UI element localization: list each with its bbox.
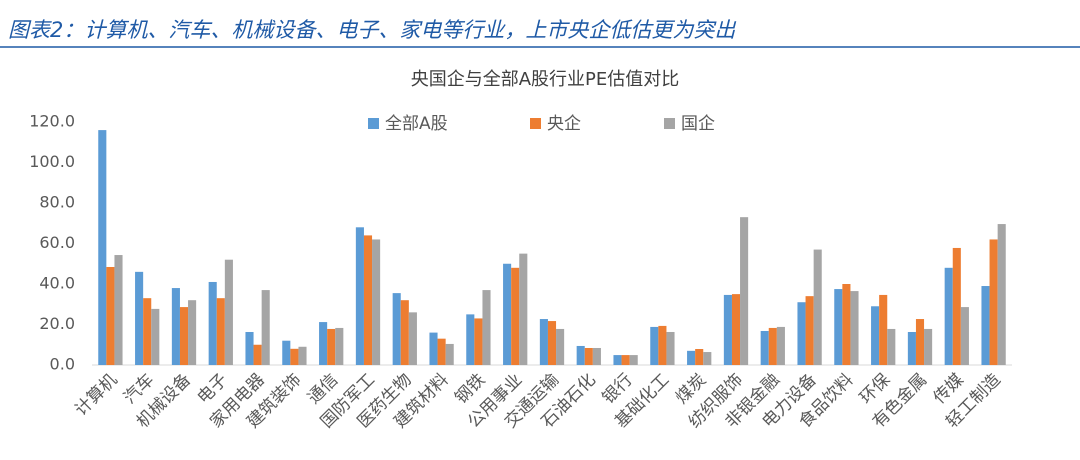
bar: [629, 355, 638, 365]
bar: [797, 302, 806, 365]
bar: [445, 343, 454, 365]
legend-swatch: [530, 118, 541, 129]
bar: [666, 331, 675, 365]
bar: [363, 235, 373, 365]
bar: [474, 318, 483, 365]
bar: [871, 306, 880, 365]
bar: [261, 290, 270, 365]
bar: [924, 328, 933, 365]
bar: [216, 298, 225, 365]
bar: [850, 291, 859, 365]
bar: [245, 331, 254, 365]
x-tick-label: 计算机: [71, 370, 121, 420]
bar: [723, 294, 732, 365]
bar: [960, 307, 969, 365]
bar: [179, 307, 189, 365]
bar: [319, 322, 328, 365]
y-tick-label: 0.0: [50, 355, 75, 374]
bar: [731, 294, 741, 365]
bar: [171, 288, 180, 365]
bar: [355, 227, 364, 365]
bar: [503, 263, 512, 365]
bar: [981, 286, 990, 365]
bar: [290, 348, 299, 365]
bar: [658, 325, 667, 365]
bar: [907, 331, 916, 365]
bar: [592, 347, 601, 365]
bar: [547, 321, 557, 365]
bar: [327, 328, 336, 365]
bar: [952, 247, 961, 365]
bar: [834, 289, 843, 365]
bar: [760, 330, 769, 365]
bar: [842, 284, 851, 365]
bar: [879, 294, 888, 365]
bar: [298, 346, 307, 365]
bar: [482, 290, 491, 365]
legend-swatch: [368, 118, 379, 129]
legend-swatch: [664, 118, 675, 129]
legend-label: 全部A股: [385, 114, 448, 134]
bar: [208, 281, 217, 365]
bar: [740, 217, 749, 365]
bar: [576, 345, 585, 365]
bar: [944, 267, 953, 365]
bar: [997, 224, 1006, 365]
legend-label: 央企: [547, 114, 581, 134]
bar: [539, 319, 548, 365]
bar: [253, 344, 262, 365]
bar: [687, 350, 696, 365]
bar: [135, 271, 144, 365]
chart-title: 央国企与全部A股行业PE估值对比: [411, 69, 680, 90]
bar: [768, 327, 777, 365]
bar: [114, 255, 123, 365]
bar: [224, 259, 233, 365]
bar: [466, 314, 475, 365]
bar: [650, 326, 659, 365]
bar: [437, 338, 446, 365]
y-tick-label: 120.0: [29, 112, 75, 131]
bar: [584, 347, 593, 365]
bar: [372, 239, 381, 365]
caption: 图表2：计算机、汽车、机械设备、电子、家电等行业，上市央企低估更为突出: [8, 18, 736, 42]
bar: [98, 130, 107, 365]
y-tick-label: 20.0: [39, 314, 75, 333]
bar: [335, 327, 344, 365]
bar: [392, 293, 401, 365]
bar: [511, 267, 520, 365]
y-tick-label: 80.0: [39, 193, 75, 212]
bar: [188, 300, 197, 365]
bar: [106, 266, 115, 365]
bar: [805, 296, 814, 365]
bar: [989, 239, 998, 365]
bar: [400, 300, 409, 365]
bar: [887, 328, 896, 365]
bar: [519, 253, 528, 365]
bar: [429, 332, 438, 365]
bar: [613, 355, 622, 365]
y-tick-label: 100.0: [29, 152, 75, 171]
legend-label: 国企: [681, 114, 715, 134]
bar: [776, 326, 785, 365]
bar: [915, 319, 925, 365]
bar: [813, 249, 822, 365]
bar: [695, 349, 704, 365]
bar: [282, 340, 291, 365]
bar: [621, 355, 630, 365]
bar: [143, 298, 152, 365]
bar: [556, 328, 565, 365]
y-tick-label: 40.0: [39, 274, 75, 293]
bar: [151, 308, 160, 365]
bar: [408, 312, 417, 365]
bar: [703, 352, 712, 365]
y-tick-label: 60.0: [39, 233, 75, 252]
